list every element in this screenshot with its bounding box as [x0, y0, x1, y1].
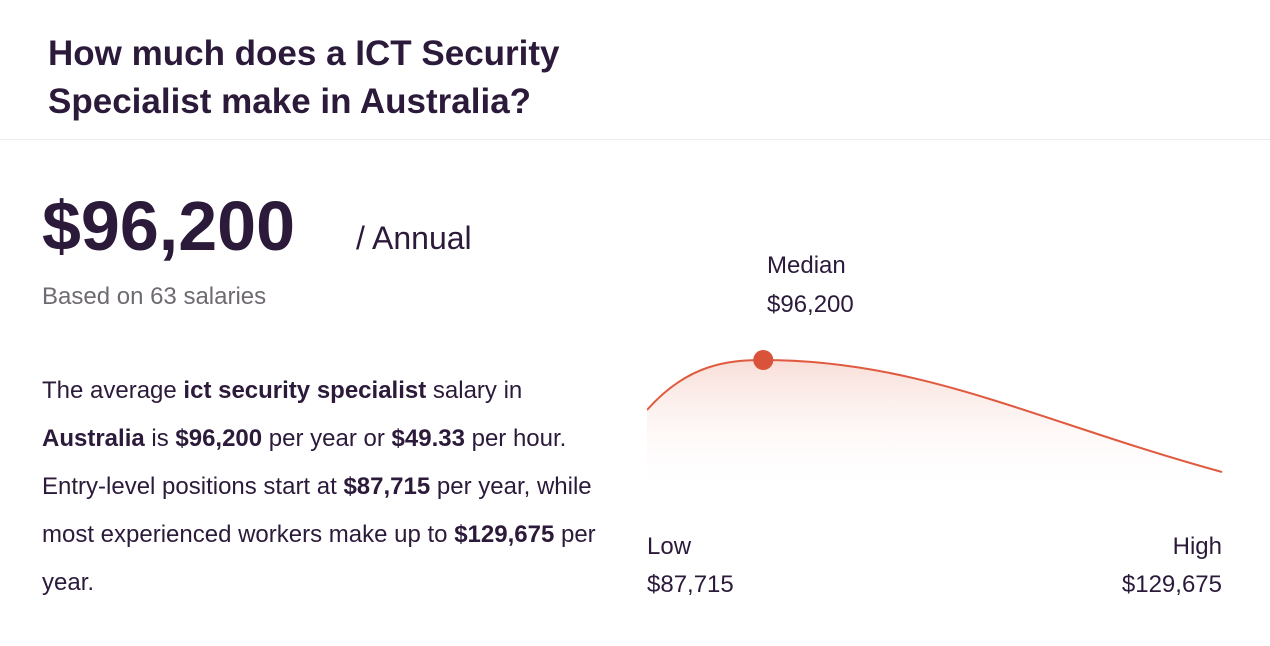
distribution-curve: [647, 358, 1223, 473]
median-value: $96,200: [767, 291, 854, 318]
description-entry-salary: $87,715: [343, 473, 431, 500]
description-job-title: ict security specialist: [183, 377, 427, 404]
salary-description: The average ict security specialist sala…: [42, 367, 622, 607]
high-label: High: [1172, 533, 1222, 560]
description-experienced-salary: $129,675: [454, 521, 555, 548]
description-annual-salary: $96,200: [175, 425, 263, 452]
description-text: per hour. Entry-level positions start at: [42, 425, 567, 500]
description-text: per year.: [42, 521, 596, 596]
description-text: The average: [42, 377, 184, 404]
salary-period: / Annual: [356, 220, 472, 256]
description-text: per year, while most experienced workers…: [42, 473, 592, 548]
median-marker[interactable]: [753, 350, 774, 370]
salary-amount: $96,200: [42, 187, 296, 265]
page-header: How much does a ICT Security Specialist …: [0, 0, 1270, 140]
salary-distribution-chart: Median $96,200 Low $87,715 High $129,675: [647, 240, 1227, 610]
salary-count: Based on 63 salaries: [42, 283, 267, 310]
description-text: salary in: [426, 377, 523, 404]
high-value: $129,675: [1121, 571, 1222, 598]
page-title: How much does a ICT Security Specialist …: [48, 34, 560, 121]
low-label: Low: [647, 533, 692, 560]
description-hourly-rate: $49.33: [391, 425, 465, 452]
description-text: per year or: [262, 425, 392, 452]
distribution-area: [647, 360, 1222, 495]
low-value: $87,715: [647, 571, 734, 598]
median-label: Median: [767, 252, 846, 279]
description-text: is: [144, 425, 176, 452]
description-location: Australia: [42, 425, 145, 452]
distribution-svg: [647, 350, 1223, 495]
